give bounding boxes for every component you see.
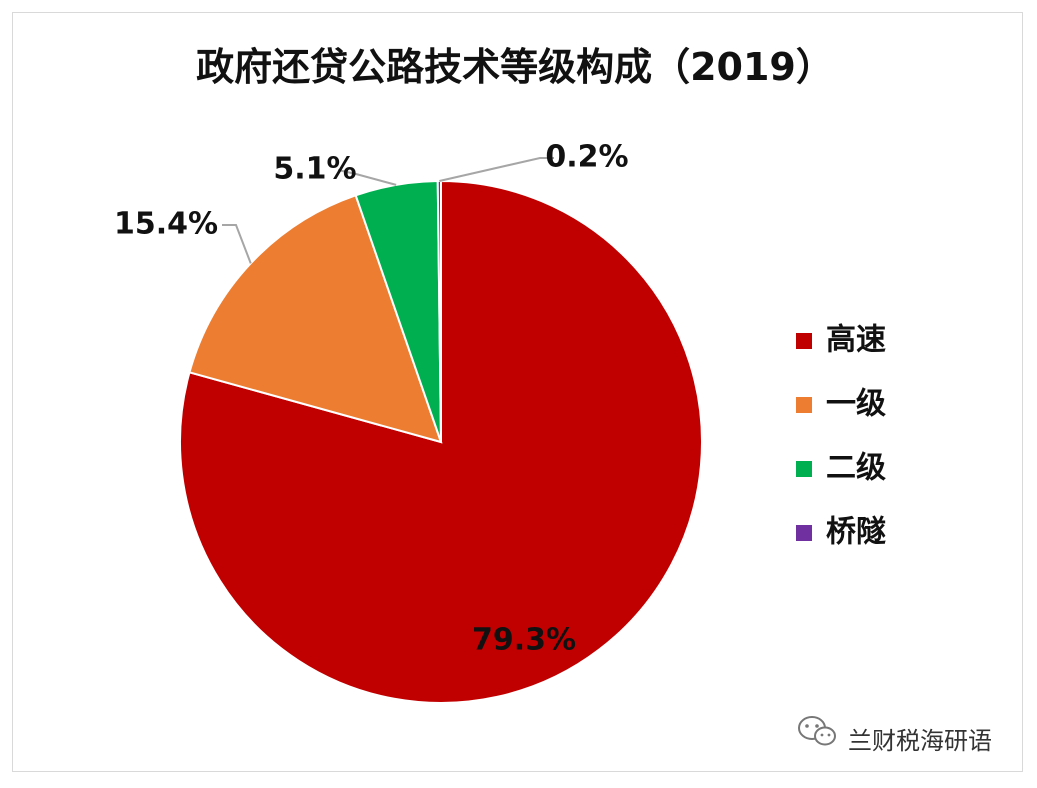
chart-title: 政府还贷公路技术等级构成（2019） — [196, 45, 834, 89]
legend-swatch-2 — [796, 397, 812, 413]
leader-line-3 — [337, 169, 397, 186]
legend-swatch-4 — [796, 525, 812, 541]
legend-swatch-3 — [796, 461, 812, 477]
pie-slice-2 — [188, 194, 443, 444]
watermark-text: 兰财税海研语 — [848, 727, 992, 755]
legend-label-3: 二级 — [826, 451, 886, 486]
leader-line-4 — [439, 157, 554, 182]
data-label-2: 15.4% — [114, 207, 218, 242]
legend-item-3: 二级 — [796, 451, 886, 486]
leader-line-2 — [222, 224, 252, 264]
legend-label-1: 高速 — [826, 323, 886, 358]
watermark: 兰财税海研语 — [798, 716, 992, 755]
wechat-icon — [798, 716, 836, 746]
legend-swatch-1 — [796, 333, 812, 349]
legend-item-2: 一级 — [796, 387, 886, 422]
legend-label-2: 一级 — [826, 387, 886, 422]
data-label-3: 5.1% — [273, 152, 356, 187]
data-label-4: 0.2% — [545, 140, 628, 175]
legend-item-4: 桥隧 — [796, 515, 886, 550]
leader-lines — [222, 157, 554, 264]
pie-slices — [179, 179, 703, 704]
legend-label-4: 桥隧 — [826, 515, 886, 550]
data-label-1: 79.3% — [472, 623, 576, 658]
legend-item-1: 高速 — [796, 323, 886, 358]
data-labels: 79.3% 15.4% 5.1% 0.2% — [114, 140, 629, 658]
